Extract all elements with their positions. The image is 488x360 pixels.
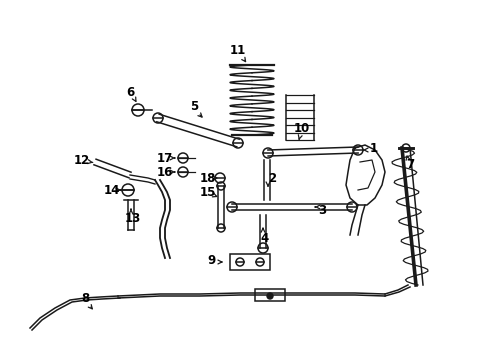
Text: 14: 14 xyxy=(103,184,120,197)
Text: 11: 11 xyxy=(229,45,245,58)
Text: 5: 5 xyxy=(189,100,198,113)
Text: 1: 1 xyxy=(369,141,377,154)
Text: 9: 9 xyxy=(207,253,216,266)
Text: 2: 2 xyxy=(267,171,276,184)
Text: 12: 12 xyxy=(74,153,90,166)
Text: 13: 13 xyxy=(124,211,141,225)
Text: 17: 17 xyxy=(157,152,173,165)
Text: 4: 4 xyxy=(260,231,268,244)
Text: 10: 10 xyxy=(293,122,309,135)
Text: 18: 18 xyxy=(200,171,216,184)
Text: 8: 8 xyxy=(81,292,89,305)
Circle shape xyxy=(266,293,272,299)
Bar xyxy=(254,289,285,301)
Text: 3: 3 xyxy=(317,203,325,216)
Text: 15: 15 xyxy=(200,186,216,199)
Bar xyxy=(229,254,269,270)
Text: 16: 16 xyxy=(157,166,173,179)
Text: 6: 6 xyxy=(125,85,134,99)
Text: 7: 7 xyxy=(405,158,413,171)
